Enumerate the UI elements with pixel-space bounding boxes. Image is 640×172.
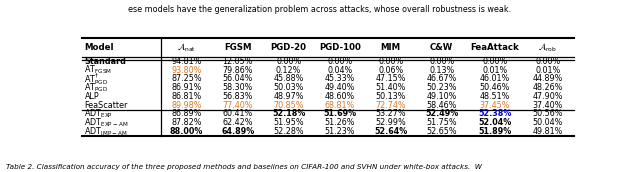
Text: 50.46%: 50.46%	[480, 83, 510, 92]
Text: 52.18%: 52.18%	[272, 109, 305, 119]
Text: 79.86%: 79.86%	[223, 66, 253, 75]
Text: 48.26%: 48.26%	[533, 83, 563, 92]
Text: 68.81%: 68.81%	[324, 101, 355, 110]
Text: $\mathcal{A}_{\rm rob}$: $\mathcal{A}_{\rm rob}$	[538, 41, 557, 54]
Text: ADT$_{\rm IMP-AM}$: ADT$_{\rm IMP-AM}$	[84, 125, 128, 138]
Text: 0.00%: 0.00%	[276, 57, 301, 66]
Text: 45.33%: 45.33%	[324, 74, 355, 83]
Text: 48.51%: 48.51%	[480, 92, 510, 101]
Text: 49.81%: 49.81%	[533, 127, 563, 136]
Text: 51.40%: 51.40%	[376, 83, 406, 92]
Text: 52.49%: 52.49%	[425, 109, 458, 119]
Text: 51.26%: 51.26%	[324, 118, 355, 127]
Text: FeaAttack: FeaAttack	[470, 43, 519, 52]
Text: 12.05%: 12.05%	[223, 57, 253, 66]
Text: 0.00%: 0.00%	[483, 57, 508, 66]
Text: 0.12%: 0.12%	[276, 66, 301, 75]
Text: AT$_{\rm PGD}^{\dagger}$: AT$_{\rm PGD}^{\dagger}$	[84, 71, 109, 87]
Text: 50.56%: 50.56%	[532, 109, 563, 119]
Text: 94.81%: 94.81%	[172, 57, 202, 66]
Text: 0.00%: 0.00%	[378, 57, 403, 66]
Text: 51.89%: 51.89%	[478, 127, 511, 136]
Text: 52.28%: 52.28%	[273, 127, 304, 136]
Text: 52.65%: 52.65%	[426, 127, 457, 136]
Text: 52.38%: 52.38%	[478, 109, 511, 119]
Text: 47.15%: 47.15%	[376, 74, 406, 83]
Text: 62.42%: 62.42%	[223, 118, 253, 127]
Text: 37.45%: 37.45%	[479, 101, 510, 110]
Text: PGD-20: PGD-20	[271, 43, 307, 52]
Text: 88.00%: 88.00%	[170, 127, 204, 136]
Text: 58.30%: 58.30%	[223, 83, 253, 92]
Text: 72.74%: 72.74%	[376, 101, 406, 110]
Text: 46.01%: 46.01%	[480, 74, 510, 83]
Text: 58.46%: 58.46%	[426, 101, 457, 110]
Text: 0.01%: 0.01%	[536, 66, 561, 75]
Text: 56.83%: 56.83%	[223, 92, 253, 101]
Text: 0.00%: 0.00%	[327, 57, 352, 66]
Text: 52.64%: 52.64%	[374, 127, 407, 136]
Text: 0.01%: 0.01%	[483, 66, 508, 75]
Text: 86.91%: 86.91%	[172, 83, 202, 92]
Text: ese models have the generalization problem across attacks, whose overall robustn: ese models have the generalization probl…	[129, 5, 511, 14]
Text: 46.67%: 46.67%	[426, 74, 457, 83]
Text: C&W: C&W	[430, 43, 453, 52]
Text: 52.99%: 52.99%	[375, 118, 406, 127]
Text: ADT$_{\rm EXP}$: ADT$_{\rm EXP}$	[84, 108, 113, 120]
Text: 70.85%: 70.85%	[273, 101, 304, 110]
Text: AT$_{\rm FGSM}$: AT$_{\rm FGSM}$	[84, 64, 112, 76]
Text: 89.98%: 89.98%	[172, 101, 202, 110]
Text: 48.97%: 48.97%	[273, 92, 304, 101]
Text: 51.95%: 51.95%	[273, 118, 304, 127]
Text: 50.13%: 50.13%	[376, 92, 406, 101]
Text: 52.04%: 52.04%	[478, 118, 511, 127]
Text: 49.10%: 49.10%	[426, 92, 457, 101]
Text: 0.04%: 0.04%	[327, 66, 352, 75]
Text: 87.82%: 87.82%	[172, 118, 202, 127]
Text: 49.40%: 49.40%	[324, 83, 355, 92]
Text: 0.06%: 0.06%	[378, 66, 403, 75]
Text: Model: Model	[84, 43, 114, 52]
Text: PGD-100: PGD-100	[319, 43, 360, 52]
Text: 51.23%: 51.23%	[324, 127, 355, 136]
Text: 86.81%: 86.81%	[172, 92, 202, 101]
Text: 0.00%: 0.00%	[536, 57, 561, 66]
Text: 0.00%: 0.00%	[429, 57, 454, 66]
Text: ALP: ALP	[84, 92, 99, 101]
Text: 45.88%: 45.88%	[273, 74, 304, 83]
Text: FeaScatter: FeaScatter	[84, 101, 128, 110]
Text: 48.60%: 48.60%	[324, 92, 355, 101]
Text: 53.27%: 53.27%	[376, 109, 406, 119]
Text: AT$_{\rm PGD}$: AT$_{\rm PGD}$	[84, 82, 109, 94]
Text: Table 2. Classification accuracy of the three proposed methods and baselines on : Table 2. Classification accuracy of the …	[6, 164, 483, 170]
Text: FGSM: FGSM	[224, 43, 252, 52]
Text: 50.23%: 50.23%	[426, 83, 457, 92]
Text: 0.13%: 0.13%	[429, 66, 454, 75]
Text: ADT$_{\rm EXP-AM}$: ADT$_{\rm EXP-AM}$	[84, 116, 129, 129]
Text: 50.03%: 50.03%	[273, 83, 304, 92]
Text: 56.04%: 56.04%	[223, 74, 253, 83]
Text: 44.89%: 44.89%	[533, 74, 563, 83]
Text: 60.41%: 60.41%	[223, 109, 253, 119]
Text: 86.89%: 86.89%	[172, 109, 202, 119]
Text: 77.40%: 77.40%	[223, 101, 253, 110]
Text: $\mathcal{A}_{\rm nat}$: $\mathcal{A}_{\rm nat}$	[177, 41, 196, 54]
Text: 47.90%: 47.90%	[532, 92, 563, 101]
Text: 37.40%: 37.40%	[533, 101, 563, 110]
Text: 93.80%: 93.80%	[172, 66, 202, 75]
Text: 50.04%: 50.04%	[533, 118, 563, 127]
Text: 87.25%: 87.25%	[172, 74, 202, 83]
Text: 51.69%: 51.69%	[323, 109, 356, 119]
Text: 64.89%: 64.89%	[221, 127, 254, 136]
Text: 51.75%: 51.75%	[426, 118, 457, 127]
Text: Standard: Standard	[84, 57, 126, 66]
Text: MIM: MIM	[381, 43, 401, 52]
